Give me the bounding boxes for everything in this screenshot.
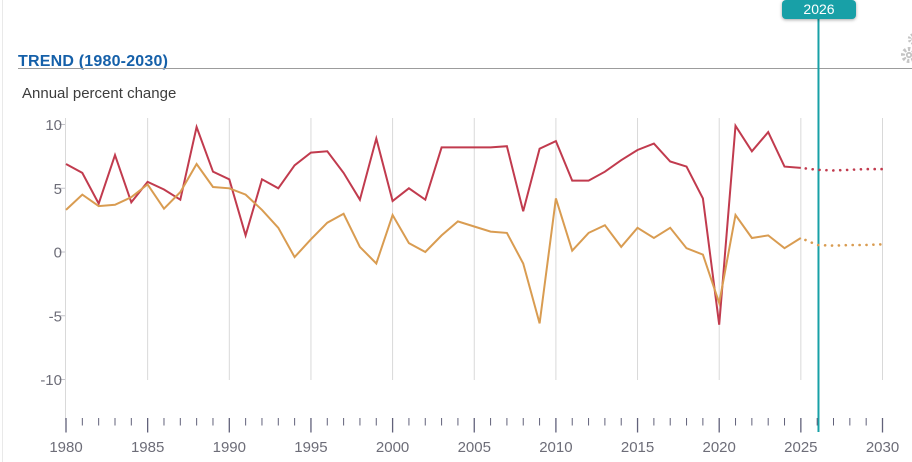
- x-axis-tick-label: 2000: [376, 439, 409, 456]
- x-axis-tick-label: 2020: [703, 439, 736, 456]
- chart-units-label: Annual percent change: [22, 85, 177, 102]
- y-axis-tick-label: 0: [54, 245, 62, 262]
- settings-gear-icon[interactable]: [886, 28, 912, 70]
- x-axis-tick-label: 2005: [458, 439, 491, 456]
- header-divider: [18, 68, 912, 69]
- y-axis-tick-label: -5: [49, 308, 62, 325]
- x-axis-tick-label: 1995: [294, 439, 327, 456]
- y-axis-tick-label: 5: [54, 181, 62, 198]
- orange-series-solid-line[interactable]: [65, 162, 802, 324]
- red-series-projection-dotted-line[interactable]: [799, 166, 884, 172]
- y-axis-tick-label: 10: [45, 117, 62, 134]
- x-axis-tick-label: 2025: [784, 439, 817, 456]
- page-left-border: [2, 0, 3, 462]
- orange-series-projection-dotted-line[interactable]: [799, 236, 884, 247]
- gear-large-hub: [905, 51, 912, 59]
- gear-large-teeth: [901, 47, 912, 63]
- x-axis-tick-label: 1980: [49, 439, 82, 456]
- x-axis-tick-label: 1990: [213, 439, 246, 456]
- x-axis-tick-label: 2030: [866, 439, 899, 456]
- red-series-solid-line[interactable]: [65, 122, 801, 325]
- x-axis-tick-label: 2010: [539, 439, 572, 456]
- x-axis-tick-label: 1985: [131, 439, 164, 456]
- y-axis-tick-label: -10: [40, 372, 62, 389]
- year-marker-badge[interactable]: 2026: [782, 0, 856, 19]
- x-axis-tick-label: 2015: [621, 439, 654, 456]
- page-title: TREND (1980-2030): [18, 53, 169, 71]
